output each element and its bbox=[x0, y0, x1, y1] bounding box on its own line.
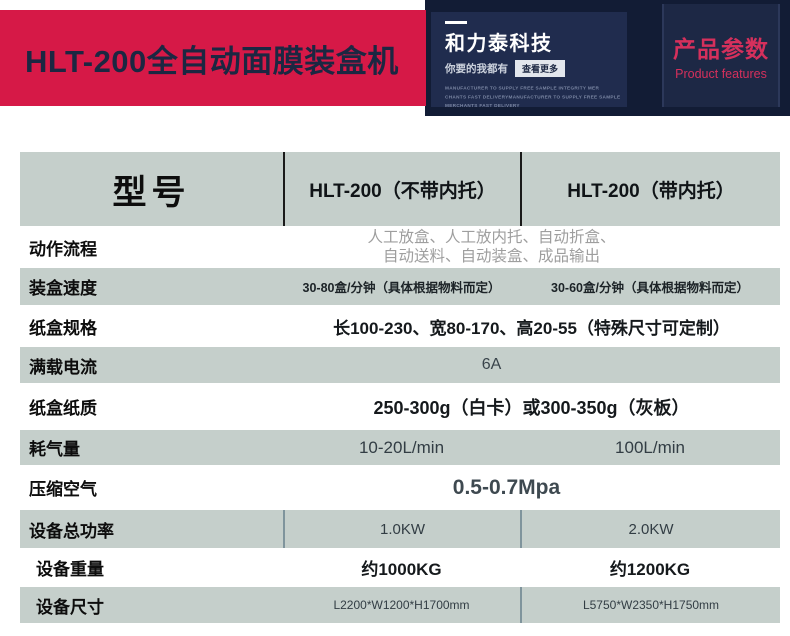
row-values: 1.0KW 2.0KW bbox=[283, 510, 780, 548]
row-label: 纸盒纸质 bbox=[29, 399, 97, 418]
product-title: HLT-200全自动面膜装盒机 bbox=[25, 43, 399, 79]
top-banner: HLT-200全自动面膜装盒机 和力泰科技 你要的我都有 查看更多 MANUFA… bbox=[0, 0, 790, 118]
row-value-without-tray: 10-20L/min bbox=[358, 437, 445, 457]
badge-subtitle: Product features bbox=[675, 67, 767, 81]
brand-tagline: 你要的我都有 bbox=[445, 63, 508, 75]
row-value-without-tray: 1.0KW bbox=[283, 510, 520, 548]
row-value-span: 6A bbox=[481, 356, 502, 373]
header-col-without-tray: HLT-200（不带内托） bbox=[283, 152, 520, 226]
table-row-air-consumption: 耗气量 10-20L/min 100L/min bbox=[20, 430, 780, 465]
row-values: 0.5-0.7Mpa bbox=[283, 465, 780, 510]
row-value-span: 人工放盒、人工放内托、自动折盒、 自动送料、自动装盒、成品输出 bbox=[283, 228, 700, 266]
table-row-carton-size: 纸盒规格 长100-230、宽80-170、高20-55（特殊尺寸可定制） bbox=[20, 305, 780, 347]
table-row-equipment-dimensions: 设备尺寸 L2200*W1200*H1700mm L5750*W2350*H17… bbox=[20, 587, 780, 623]
row-value-with-tray: 2.0KW bbox=[520, 510, 780, 548]
brand-fine-print: MANUFACTURER TO SUPPLY FREE SAMPLE INTEG… bbox=[445, 85, 621, 111]
row-values: 10-20L/min 100L/min bbox=[283, 430, 780, 465]
row-values: 6A bbox=[283, 347, 780, 383]
header-model-label: 型号 bbox=[112, 173, 191, 212]
row-value-span: 0.5-0.7Mpa bbox=[452, 475, 561, 499]
fine-print-line-1: MANUFACTURER TO SUPPLY FREE SAMPLE INTEG… bbox=[445, 86, 600, 92]
row-value-with-tray: 30-60盒/分钟（具体根据物料而定） bbox=[551, 281, 749, 295]
table-row-action-flow: 动作流程 人工放盒、人工放内托、自动折盒、 自动送料、自动装盒、成品输出 bbox=[20, 226, 780, 268]
row-label: 纸盒规格 bbox=[29, 318, 97, 338]
product-params-badge: 产品参数 Product features bbox=[662, 4, 780, 107]
row-label: 耗气量 bbox=[29, 440, 80, 459]
row-value-with-tray: 100L/min bbox=[615, 437, 685, 457]
row-values: 长100-230、宽80-170、高20-55（特殊尺寸可定制） bbox=[283, 305, 780, 347]
row-value-without-tray: 约1000KG bbox=[361, 560, 442, 579]
table-row-full-load-current: 满载电流 6A bbox=[20, 347, 780, 383]
fine-print-line-3: MERCHANTS FAST DELIVERY bbox=[445, 103, 520, 109]
row-value-without-tray: L2200*W1200*H1700mm bbox=[333, 598, 470, 612]
row-value-span: 250-300g（白卡）或300-350g（灰板） bbox=[373, 397, 690, 418]
row-value-with-tray: 约1200KG bbox=[609, 560, 691, 579]
row-value-span: 长100-230、宽80-170、高20-55（特殊尺寸可定制） bbox=[333, 318, 730, 338]
row-values: 30-80盒/分钟（具体根据物料而定） 30-60盒/分钟（具体根据物料而定） bbox=[283, 268, 780, 305]
badge-title: 产品参数 bbox=[673, 36, 769, 62]
table-row-compressed-air: 压缩空气 0.5-0.7Mpa bbox=[20, 465, 780, 510]
brand-panel: 和力泰科技 你要的我都有 查看更多 MANUFACTURER TO SUPPLY… bbox=[431, 12, 627, 108]
row-label: 设备尺寸 bbox=[36, 597, 104, 617]
table-row-boxing-speed: 装盒速度 30-80盒/分钟（具体根据物料而定） 30-60盒/分钟（具体根据物… bbox=[20, 268, 780, 305]
row-value-with-tray: L5750*W2350*H1750mm bbox=[520, 587, 780, 623]
row-value-without-tray: 30-80盒/分钟（具体根据物料而定） bbox=[302, 281, 501, 295]
table-header-row: 型号 HLT-200（不带内托） HLT-200（带内托） bbox=[20, 152, 780, 226]
table-row-equipment-weight: 设备重量 约1000KG 约1200KG bbox=[20, 548, 780, 587]
brand-dash-icon bbox=[445, 21, 467, 24]
view-more-button[interactable]: 查看更多 bbox=[515, 60, 566, 77]
brand-name: 和力泰科技 bbox=[445, 33, 553, 55]
row-label: 装盒速度 bbox=[29, 279, 97, 298]
row-label: 设备重量 bbox=[36, 560, 104, 579]
row-label: 满载电流 bbox=[29, 357, 97, 377]
row-values: L2200*W1200*H1700mm L5750*W2350*H1750mm bbox=[283, 587, 780, 623]
spec-table: 型号 HLT-200（不带内托） HLT-200（带内托） 动作流程 人工放盒、… bbox=[20, 152, 780, 623]
table-row-total-power: 设备总功率 1.0KW 2.0KW bbox=[20, 510, 780, 548]
row-value-line-1: 人工放盒、人工放内托、自动折盒、 bbox=[367, 229, 616, 246]
row-values: 约1000KG 约1200KG bbox=[283, 548, 780, 587]
header-col-with-tray: HLT-200（带内托） bbox=[520, 152, 780, 226]
row-label: 压缩空气 bbox=[29, 480, 97, 499]
table-row-carton-material: 纸盒纸质 250-300g（白卡）或300-350g（灰板） bbox=[20, 383, 780, 430]
fine-print-line-2: CHANTS FAST DELIVERYMANUFACTURER TO SUPP… bbox=[445, 95, 621, 100]
row-values: 250-300g（白卡）或300-350g（灰板） bbox=[283, 383, 780, 430]
row-value-line-2: 自动送料、自动装盒、成品输出 bbox=[382, 248, 600, 265]
row-values: 人工放盒、人工放内托、自动折盒、 自动送料、自动装盒、成品输出 bbox=[283, 226, 780, 268]
brand-tagline-row: 你要的我都有 查看更多 bbox=[445, 60, 619, 77]
row-label: 设备总功率 bbox=[29, 521, 114, 541]
product-title-banner: HLT-200全自动面膜装盒机 bbox=[0, 10, 426, 106]
row-label: 动作流程 bbox=[29, 239, 97, 259]
